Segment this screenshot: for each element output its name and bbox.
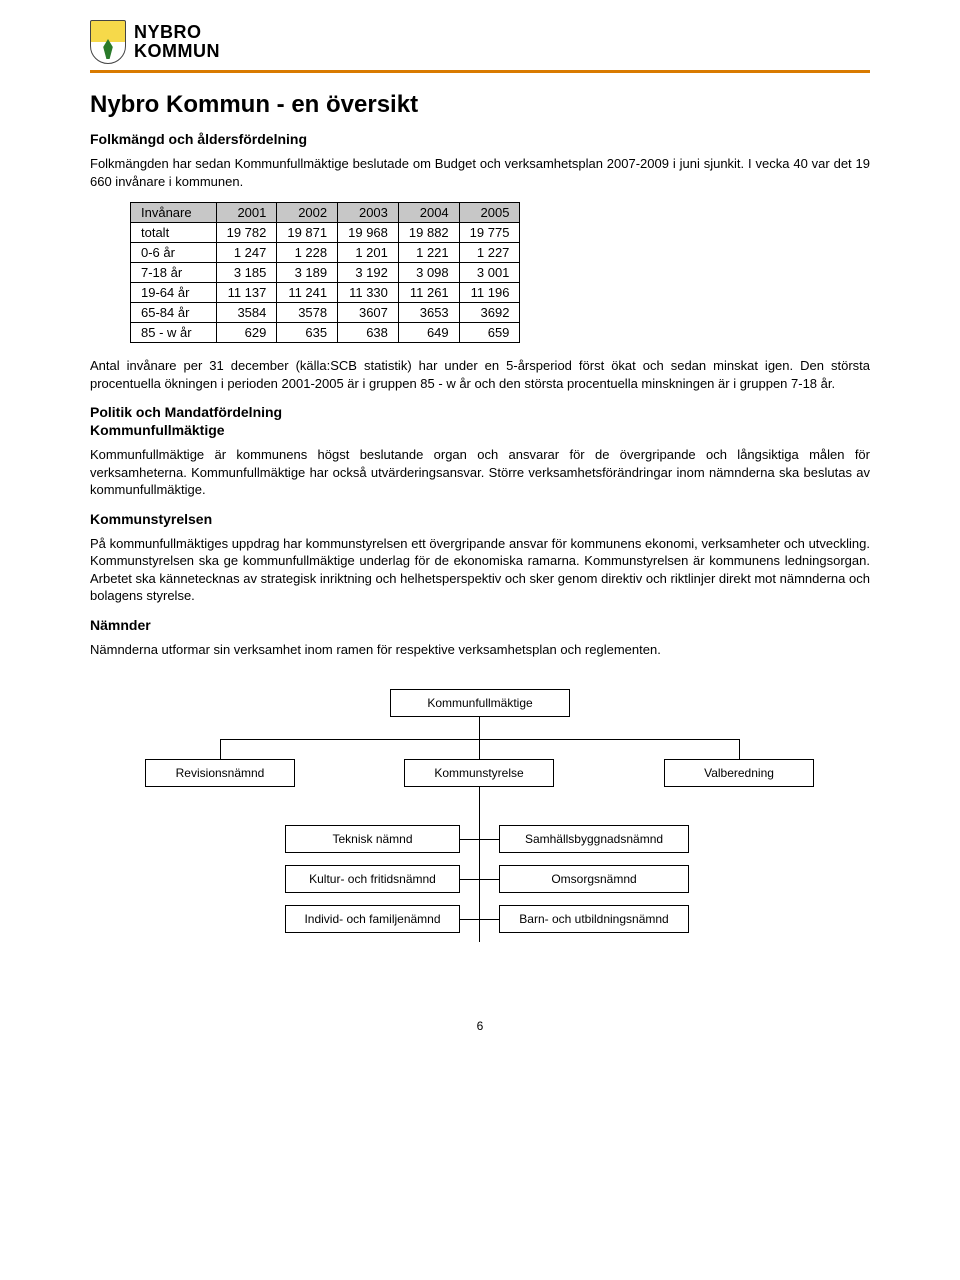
row-value: 11 196 bbox=[459, 283, 520, 303]
row-value: 19 968 bbox=[338, 223, 399, 243]
population-table: Invånare20012002200320042005 totalt19 78… bbox=[130, 202, 520, 343]
row-label: 7-18 år bbox=[131, 263, 217, 283]
row-value: 19 782 bbox=[216, 223, 277, 243]
row-value: 3 098 bbox=[398, 263, 459, 283]
section3-heading: Kommunstyrelsen bbox=[90, 511, 870, 527]
section2-heading: Politik och Mandatfördelning bbox=[90, 404, 870, 420]
section4-para: Nämnderna utformar sin verksamhet inom r… bbox=[90, 641, 870, 659]
row-label: 19-64 år bbox=[131, 283, 217, 303]
org-chart: Kommunfullmäktige Revisionsnämnd Kommuns… bbox=[90, 689, 870, 989]
section1-para: Folkmängden har sedan Kommunfullmäktige … bbox=[90, 155, 870, 190]
row-label: 85 - w år bbox=[131, 323, 217, 343]
row-value: 3 001 bbox=[459, 263, 520, 283]
brand-header: NYBRO KOMMUN bbox=[90, 20, 870, 64]
row-value: 3 185 bbox=[216, 263, 277, 283]
org-left-0: Teknisk nämnd bbox=[285, 825, 460, 853]
header-divider bbox=[90, 70, 870, 73]
leaf-icon bbox=[100, 39, 116, 59]
row-value: 659 bbox=[459, 323, 520, 343]
row-label: 65-84 år bbox=[131, 303, 217, 323]
row-value: 3653 bbox=[398, 303, 459, 323]
table-row: 7-18 år3 1853 1893 1923 0983 001 bbox=[131, 263, 520, 283]
table-row: 85 - w år629635638649659 bbox=[131, 323, 520, 343]
section3-para: På kommunfullmäktiges uppdrag har kommun… bbox=[90, 535, 870, 605]
row-value: 3692 bbox=[459, 303, 520, 323]
row-value: 11 261 bbox=[398, 283, 459, 303]
row-value: 629 bbox=[216, 323, 277, 343]
pop-table-header-label: Invånare bbox=[131, 203, 217, 223]
org-l2-1: Kommunstyrelse bbox=[404, 759, 554, 787]
org-top: Kommunfullmäktige bbox=[390, 689, 570, 717]
shield-icon bbox=[90, 20, 126, 64]
row-value: 1 247 bbox=[216, 243, 277, 263]
row-value: 11 330 bbox=[338, 283, 399, 303]
row-value: 3584 bbox=[216, 303, 277, 323]
org-left-1: Kultur- och fritidsnämnd bbox=[285, 865, 460, 893]
org-left-2: Individ- och familjenämnd bbox=[285, 905, 460, 933]
org-right-1: Omsorgsnämnd bbox=[499, 865, 689, 893]
org-l2-0: Revisionsnämnd bbox=[145, 759, 295, 787]
row-value: 19 882 bbox=[398, 223, 459, 243]
pop-table-year: 2004 bbox=[398, 203, 459, 223]
section2-para: Kommunfullmäktige är kommunens högst bes… bbox=[90, 446, 870, 499]
row-value: 635 bbox=[277, 323, 338, 343]
brand-text: NYBRO KOMMUN bbox=[134, 23, 220, 61]
row-value: 1 227 bbox=[459, 243, 520, 263]
pop-table-year: 2002 bbox=[277, 203, 338, 223]
section2-sub: Kommunfullmäktige bbox=[90, 422, 870, 438]
row-value: 19 775 bbox=[459, 223, 520, 243]
row-value: 3 192 bbox=[338, 263, 399, 283]
section1-heading: Folkmängd och åldersfördelning bbox=[90, 131, 870, 147]
row-value: 11 241 bbox=[277, 283, 338, 303]
row-label: 0-6 år bbox=[131, 243, 217, 263]
row-value: 3 189 bbox=[277, 263, 338, 283]
row-value: 649 bbox=[398, 323, 459, 343]
row-value: 638 bbox=[338, 323, 399, 343]
row-value: 3578 bbox=[277, 303, 338, 323]
org-right-2: Barn- och utbildningsnämnd bbox=[499, 905, 689, 933]
row-value: 1 201 bbox=[338, 243, 399, 263]
org-l2-2: Valberedning bbox=[664, 759, 814, 787]
pop-table-year: 2001 bbox=[216, 203, 277, 223]
pop-table-year: 2003 bbox=[338, 203, 399, 223]
org-right-0: Samhällsbyggnadsnämnd bbox=[499, 825, 689, 853]
row-value: 11 137 bbox=[216, 283, 277, 303]
page-number: 6 bbox=[90, 1019, 870, 1033]
table-row: 0-6 år1 2471 2281 2011 2211 227 bbox=[131, 243, 520, 263]
section4-heading: Nämnder bbox=[90, 617, 870, 633]
table-row: 19-64 år11 13711 24111 33011 26111 196 bbox=[131, 283, 520, 303]
brand-line1: NYBRO bbox=[134, 23, 220, 42]
table-row: 65-84 år35843578360736533692 bbox=[131, 303, 520, 323]
table-row: totalt19 78219 87119 96819 88219 775 bbox=[131, 223, 520, 243]
pop-table-year: 2005 bbox=[459, 203, 520, 223]
row-value: 19 871 bbox=[277, 223, 338, 243]
page-title: Nybro Kommun - en översikt bbox=[90, 91, 870, 119]
para-after-table: Antal invånare per 31 december (källa:SC… bbox=[90, 357, 870, 392]
row-value: 1 221 bbox=[398, 243, 459, 263]
brand-line2: KOMMUN bbox=[134, 42, 220, 61]
row-value: 1 228 bbox=[277, 243, 338, 263]
row-value: 3607 bbox=[338, 303, 399, 323]
row-label: totalt bbox=[131, 223, 217, 243]
